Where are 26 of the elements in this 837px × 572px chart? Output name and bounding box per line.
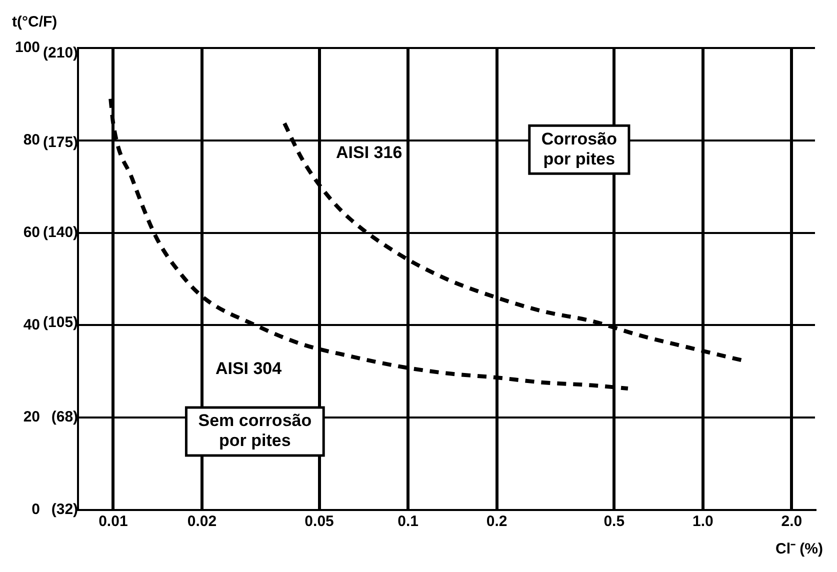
y-axis-title: t(°C/F): [12, 14, 58, 31]
y-tick-label: 80: [23, 132, 40, 149]
x-tick-label: 2.0: [781, 513, 802, 530]
x-tick-label: 0.01: [98, 513, 128, 530]
series-label: AISI 316: [336, 143, 402, 162]
annotation: Sem corrosão por pites: [198, 411, 312, 450]
x-tick-label: 0.05: [304, 513, 334, 530]
y2-tick-label: (105): [43, 314, 78, 331]
y2-tick-label: (140): [43, 224, 78, 241]
y-tick-label: 0: [32, 501, 40, 518]
x-tick-label: 0.1: [398, 513, 418, 530]
y2-tick-label: (210): [43, 44, 78, 62]
x-tick-label: 0.2: [486, 513, 508, 530]
series-label: AISI 304: [215, 358, 282, 378]
y-tick-label: 40: [23, 316, 40, 334]
x-tick-label: 1.0: [692, 513, 714, 530]
y2-tick-label: (32): [51, 501, 78, 518]
x-axis-title: Cl⁻ (%): [776, 540, 823, 558]
y-tick-label: 100: [14, 39, 40, 56]
y2-tick-label: (68): [51, 408, 78, 426]
x-tick-label: 0.02: [187, 513, 217, 530]
x-tick-label: 0.5: [604, 513, 625, 530]
y2-tick-label: (175): [43, 134, 78, 152]
y-tick-label: 20: [23, 408, 40, 426]
y-tick-label: 60: [23, 224, 40, 241]
annotation: Corrosão por pites: [541, 129, 617, 168]
